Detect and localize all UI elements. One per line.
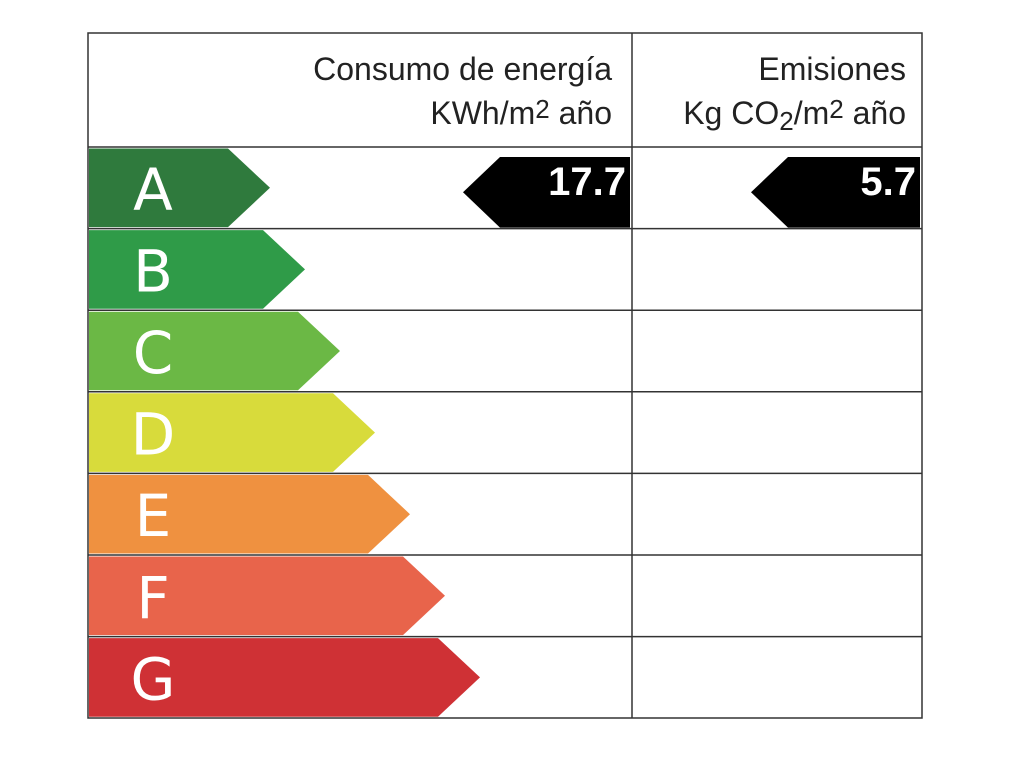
unit-sup: 2 bbox=[535, 94, 549, 124]
rating-arrow bbox=[89, 638, 480, 717]
energy-title: Consumo de energía bbox=[313, 51, 612, 87]
energy-value: 17.7 bbox=[548, 160, 626, 204]
emissions-indicator bbox=[751, 157, 920, 228]
rating-letter: F bbox=[136, 564, 169, 632]
emissions-title: Emisiones bbox=[758, 51, 906, 87]
energy-unit: KWh/m2 año bbox=[430, 94, 612, 131]
unit-sub: 2 bbox=[779, 106, 793, 136]
table-border bbox=[87, 32, 923, 719]
unit-sup: 2 bbox=[829, 94, 843, 124]
rating-letter: G bbox=[131, 645, 176, 713]
unit-part: Kg CO bbox=[683, 95, 779, 131]
rating-letter: C bbox=[133, 319, 174, 387]
rating-letter: E bbox=[135, 482, 172, 550]
rating-arrow bbox=[89, 393, 375, 472]
rating-arrow bbox=[89, 311, 340, 391]
emissions-unit: Kg CO2/m2 año bbox=[683, 94, 906, 136]
rating-arrow bbox=[89, 230, 305, 309]
rating-letter: D bbox=[131, 401, 176, 469]
rating-arrow bbox=[89, 148, 270, 228]
unit-part: año bbox=[550, 95, 612, 131]
emissions-value: 5.7 bbox=[860, 160, 916, 204]
rating-letter: B bbox=[133, 237, 173, 305]
unit-part: KWh/m bbox=[430, 95, 535, 131]
unit-part: año bbox=[844, 95, 906, 131]
rating-arrow bbox=[89, 474, 410, 554]
unit-part: /m bbox=[794, 95, 830, 131]
rating-letter: A bbox=[133, 156, 173, 224]
energy-indicator bbox=[463, 157, 630, 228]
rating-arrow bbox=[89, 556, 445, 636]
